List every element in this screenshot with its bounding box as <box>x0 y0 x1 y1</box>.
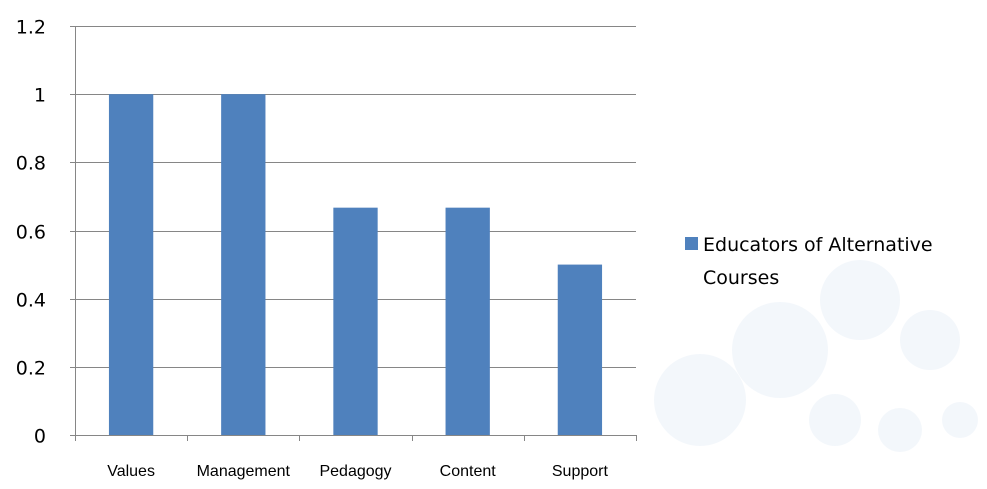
x-tick-labels: Values Management Pedagogy Content Support <box>107 463 608 480</box>
y-tick-label: 1 <box>34 85 46 107</box>
y-tick-label: 0.8 <box>16 153 46 175</box>
x-tick-label: Pedagogy <box>319 463 391 480</box>
x-tick-label: Management <box>197 463 291 480</box>
legend-label: Educators of Alternative <box>703 234 933 256</box>
x-tick-label: Content <box>440 463 497 480</box>
x-tick-label: Support <box>552 463 609 480</box>
bar <box>221 94 266 436</box>
legend: Educators of Alternative Courses <box>685 234 933 289</box>
y-tick-label: 0.6 <box>16 222 46 244</box>
y-tick-labels: 0 0.2 0.4 0.6 0.8 1 1.2 <box>16 17 46 448</box>
axes <box>70 26 637 441</box>
x-tick-label: Values <box>107 463 155 480</box>
legend-swatch <box>685 237 698 250</box>
y-tick-label: 0.4 <box>16 290 46 312</box>
bar <box>445 207 490 435</box>
bar <box>108 94 154 436</box>
y-tick-label: 0.2 <box>16 358 46 380</box>
y-tick-label: 0 <box>34 426 46 448</box>
bars <box>108 94 603 436</box>
y-tick-label: 1.2 <box>16 17 46 39</box>
bar <box>333 207 378 435</box>
bar <box>557 264 603 435</box>
legend-label: Courses <box>703 267 779 289</box>
